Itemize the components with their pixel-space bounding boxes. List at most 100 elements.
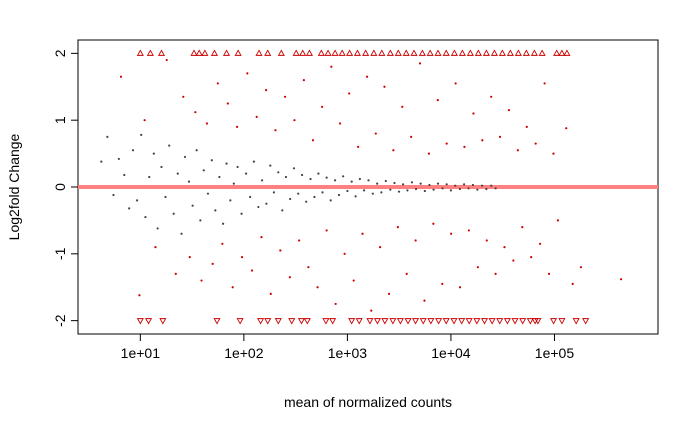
significant-point (165, 58, 168, 62)
nonsignificant-point (206, 192, 210, 195)
significant-point (498, 135, 502, 138)
outlier-up-triangle (292, 49, 300, 56)
x-tick-label: 1e+03 (328, 345, 368, 361)
significant-point (366, 75, 369, 78)
significant-point (307, 266, 310, 269)
significant-point (547, 272, 551, 275)
outlier-down-triangle (257, 318, 265, 325)
nonsignificant-point (376, 182, 379, 185)
significant-point (556, 219, 560, 222)
nonsignificant-point (100, 160, 103, 163)
outlier-up-triangle (458, 49, 466, 56)
outlier-up-triangle (136, 49, 144, 56)
significant-point (211, 262, 214, 265)
significant-point (302, 78, 305, 82)
significant-point (226, 102, 229, 105)
nonsignificant-point (342, 175, 345, 178)
significant-point (325, 229, 328, 232)
significant-point (418, 62, 422, 65)
nonsignificant-point (297, 192, 300, 195)
significant-point (235, 125, 239, 128)
outlier-down-triangle (582, 318, 590, 325)
x-tick-label: 1e+05 (535, 345, 575, 361)
outlier-up-triangle (299, 49, 307, 56)
outlier-up-triangle (346, 49, 354, 56)
nonsignificant-point (436, 182, 440, 185)
significant-point (334, 302, 337, 306)
significant-point (205, 122, 209, 125)
outlier-up-triangle (324, 49, 332, 56)
significant-point (476, 266, 479, 269)
y-tick-label: 2 (52, 49, 68, 57)
significant-point (410, 135, 413, 138)
outlier-up-triangle (538, 49, 546, 56)
nonsignificant-point (140, 133, 143, 136)
significant-point (454, 82, 457, 85)
nonsignificant-point (313, 195, 316, 199)
outlier-up-triangle (195, 49, 203, 56)
outlier-up-triangle (353, 49, 362, 56)
significant-point (539, 242, 542, 245)
outlier-up-triangle (370, 49, 378, 56)
outlier-up-triangle (418, 49, 426, 56)
nonsignificant-point (277, 171, 280, 174)
significant-point (530, 256, 533, 259)
significant-point (255, 115, 258, 118)
nonsignificant-point (221, 222, 225, 225)
outlier-down-triangle (480, 318, 489, 325)
outlier-up-triangle (402, 49, 410, 56)
nonsignificant-point (354, 195, 357, 198)
nonsignificant-point (445, 183, 448, 186)
significant-point (188, 256, 191, 259)
y-tick-label: 0 (52, 183, 68, 191)
outlier-down-triangle (274, 318, 282, 325)
nonsignificant-point (397, 190, 401, 193)
significant-point (503, 246, 506, 249)
nonsignificant-point (106, 135, 109, 138)
nonsignificant-point (432, 188, 435, 191)
significant-point (352, 279, 355, 282)
nonsignificant-point (244, 172, 248, 175)
nonsignificant-point (384, 179, 387, 183)
nonsignificant-point (199, 219, 202, 222)
outlier-up-triangle (264, 49, 272, 56)
significant-point (246, 72, 249, 75)
outlier-down-triangle (473, 318, 481, 325)
nonsignificant-point (414, 187, 418, 191)
outlier-down-triangle (411, 318, 420, 325)
nonsignificant-point (401, 183, 405, 186)
x-tick-label: 1e+04 (431, 345, 471, 361)
outlier-down-triangle (450, 318, 458, 325)
significant-point (298, 239, 301, 242)
significant-point (293, 119, 296, 122)
outlier-down-triangle (264, 318, 272, 325)
significant-point (283, 95, 287, 98)
significant-point (392, 149, 395, 152)
nonsignificant-point (281, 209, 284, 212)
nonsignificant-point (371, 192, 374, 195)
outlier-up-triangle (466, 49, 474, 56)
outlier-up-triangle (378, 49, 386, 56)
outlier-up-triangle (338, 49, 346, 56)
outlier-down-triangle (288, 318, 296, 325)
outlier-up-triangle (553, 49, 561, 56)
significant-point (494, 272, 497, 275)
significant-point (485, 239, 488, 242)
significant-point (240, 256, 244, 259)
significant-point (507, 109, 511, 112)
significant-point (552, 152, 555, 155)
outlier-down-triangle (355, 318, 363, 325)
nonsignificant-point (441, 187, 444, 190)
nonsignificant-point (191, 204, 194, 207)
outlier-up-triangle (331, 49, 339, 56)
outlier-down-triangle (159, 318, 167, 325)
nonsignificant-point (229, 199, 232, 202)
nonsignificant-point (490, 184, 493, 187)
nonsignificant-point (292, 167, 296, 170)
outlier-down-triangle (236, 318, 244, 325)
significant-point (250, 269, 254, 272)
significant-point (357, 145, 360, 149)
outlier-down-triangle (572, 318, 580, 325)
nonsignificant-point (449, 189, 453, 192)
significant-point (427, 152, 431, 155)
